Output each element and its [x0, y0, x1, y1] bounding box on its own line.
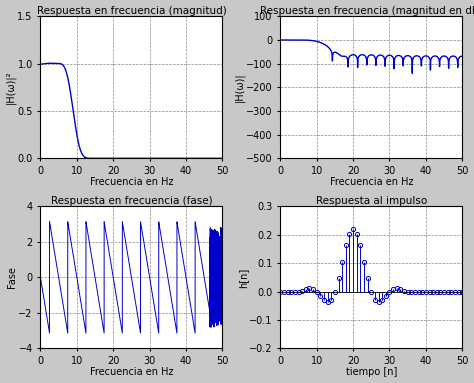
- X-axis label: tiempo [n]: tiempo [n]: [346, 367, 397, 377]
- Y-axis label: h[n]: h[n]: [238, 267, 248, 288]
- X-axis label: Frecuencia en Hz: Frecuencia en Hz: [90, 367, 173, 377]
- Title: Respuesta al impulso: Respuesta al impulso: [316, 196, 427, 206]
- Y-axis label: |H(ω)|²: |H(ω)|²: [6, 70, 16, 104]
- Title: Respuesta en frecuencia (magnitud en dB): Respuesta en frecuencia (magnitud en dB): [260, 6, 474, 16]
- X-axis label: Frecuencia en Hz: Frecuencia en Hz: [90, 177, 173, 187]
- Y-axis label: Fase: Fase: [7, 267, 17, 288]
- X-axis label: Frecuencia en Hz: Frecuencia en Hz: [329, 177, 413, 187]
- Title: Respuesta en frecuencia (magnitud): Respuesta en frecuencia (magnitud): [36, 6, 226, 16]
- Y-axis label: |H(ω)|: |H(ω)|: [234, 72, 245, 102]
- Title: Respuesta en frecuencia (fase): Respuesta en frecuencia (fase): [51, 196, 212, 206]
